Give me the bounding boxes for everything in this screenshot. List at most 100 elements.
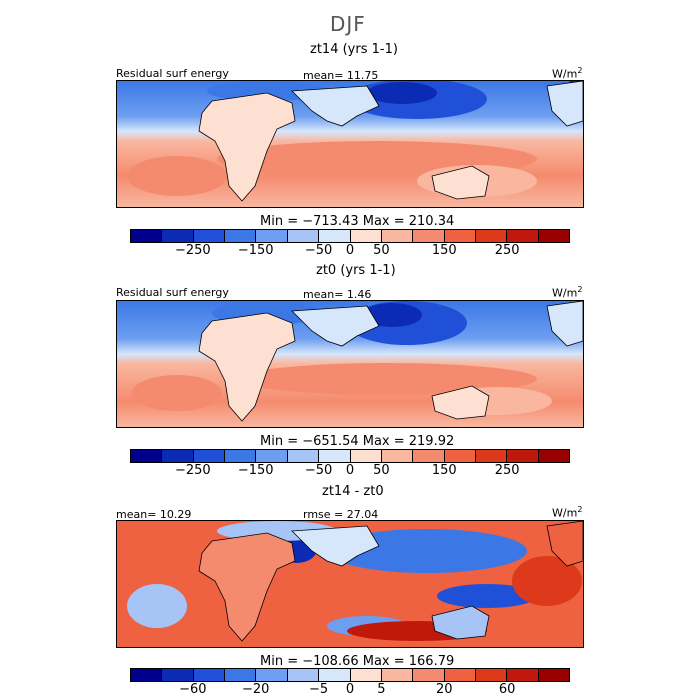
colorbar-swatch bbox=[413, 450, 445, 462]
figure-title: DJF bbox=[330, 12, 366, 36]
panel3-neg-tropical bbox=[437, 584, 537, 608]
colorbar-tick-label: −60 bbox=[179, 682, 207, 697]
panel3-neg-pacific bbox=[327, 529, 527, 573]
panel1-colorbar-ticks: −250 −150 −50 0 50 150 250 bbox=[130, 243, 570, 259]
colorbar-swatch bbox=[350, 450, 382, 462]
colorbar-swatch bbox=[162, 450, 194, 462]
panel2-pos-atl bbox=[132, 375, 222, 411]
colorbar-tick-label: 0 bbox=[345, 243, 355, 258]
colorbar-tick-label: −150 bbox=[237, 463, 274, 478]
colorbar-tick-label: 20 bbox=[436, 682, 453, 697]
panel2-pos-band bbox=[237, 363, 537, 395]
colorbar-swatch bbox=[444, 669, 476, 681]
panel3-map bbox=[116, 520, 584, 648]
panel2-minmax: Min = −651.54 Max = 219.92 bbox=[260, 434, 455, 449]
colorbar-tick-label: −50 bbox=[304, 463, 333, 478]
colorbar-swatch bbox=[538, 450, 570, 462]
colorbar-swatch bbox=[193, 230, 226, 242]
panel3-map-svg bbox=[117, 521, 583, 647]
colorbar-tick-label: 50 bbox=[373, 463, 390, 478]
colorbar-swatch bbox=[507, 230, 539, 242]
colorbar-swatch bbox=[507, 450, 539, 462]
colorbar-swatch bbox=[256, 669, 288, 681]
panel1-label: Residual surf energy bbox=[116, 67, 229, 80]
panel1-pos-atl bbox=[127, 156, 227, 196]
panel3-units: W/m2 bbox=[552, 505, 583, 520]
colorbar-tick-label: 0 bbox=[345, 682, 355, 697]
colorbar-swatch bbox=[162, 669, 194, 681]
colorbar-tick-label: 5 bbox=[377, 682, 386, 697]
colorbar-swatch bbox=[225, 669, 257, 681]
colorbar-swatch bbox=[131, 669, 163, 681]
panel1-title: zt14 (yrs 1-1) bbox=[310, 42, 398, 57]
panel1-map-svg bbox=[117, 81, 583, 207]
colorbar-tick-label: −150 bbox=[237, 243, 274, 258]
colorbar-swatch bbox=[475, 669, 508, 681]
panel3-pos-east bbox=[512, 556, 582, 606]
colorbar-swatch bbox=[193, 450, 226, 462]
panel3-title: zt14 - zt0 bbox=[322, 484, 384, 499]
panel3-australia bbox=[431, 605, 490, 640]
panel2-title: zt0 (yrs 1-1) bbox=[316, 263, 396, 278]
panel1-australia bbox=[431, 165, 490, 200]
panel2-america bbox=[546, 301, 583, 347]
panel2-colorbar bbox=[130, 449, 570, 463]
panel2-mean: mean= 1.46 bbox=[303, 288, 372, 301]
colorbar-swatch bbox=[131, 230, 163, 242]
colorbar-tick-label: −250 bbox=[174, 463, 211, 478]
panel1-mean: mean= 11.75 bbox=[303, 69, 379, 82]
panel3-colorbar bbox=[130, 668, 570, 682]
panel3-asia bbox=[291, 525, 380, 567]
panel1-neg-core bbox=[367, 82, 437, 104]
colorbar-swatch bbox=[413, 230, 445, 242]
colorbar-swatch bbox=[287, 450, 320, 462]
colorbar-swatch bbox=[256, 450, 288, 462]
colorbar-swatch bbox=[381, 450, 414, 462]
panel1-minmax: Min = −713.43 Max = 210.34 bbox=[260, 214, 455, 229]
colorbar-tick-label: 250 bbox=[494, 463, 520, 478]
colorbar-swatch bbox=[131, 450, 163, 462]
colorbar-swatch bbox=[319, 450, 351, 462]
panel2-australia bbox=[431, 385, 490, 420]
panel2-africa bbox=[198, 312, 296, 422]
panel3-america bbox=[546, 521, 583, 567]
panel3-minmax: Min = −108.66 Max = 166.79 bbox=[260, 654, 455, 669]
panel3-neg-west bbox=[127, 584, 187, 628]
colorbar-swatch bbox=[413, 669, 445, 681]
colorbar-tick-label: 150 bbox=[431, 243, 457, 258]
colorbar-swatch bbox=[444, 230, 476, 242]
colorbar-swatch bbox=[538, 669, 570, 681]
colorbar-swatch bbox=[381, 669, 414, 681]
colorbar-swatch bbox=[475, 450, 508, 462]
colorbar-tick-label: 50 bbox=[373, 243, 390, 258]
colorbar-swatch bbox=[225, 230, 257, 242]
panel3-rmse: rmse = 27.04 bbox=[303, 508, 379, 521]
colorbar-swatch bbox=[287, 669, 320, 681]
panel2-neg-core bbox=[362, 303, 422, 327]
colorbar-tick-label: −50 bbox=[304, 243, 333, 258]
colorbar-tick-label: 0 bbox=[345, 463, 355, 478]
colorbar-swatch bbox=[538, 230, 570, 242]
panel1-colorbar bbox=[130, 229, 570, 243]
colorbar-swatch bbox=[193, 669, 226, 681]
panel1-africa bbox=[198, 92, 296, 202]
panel3-africa bbox=[198, 532, 296, 642]
panel2-map bbox=[116, 300, 584, 428]
colorbar-tick-label: −250 bbox=[174, 243, 211, 258]
colorbar-tick-label: 150 bbox=[431, 463, 457, 478]
colorbar-tick-label: −20 bbox=[241, 682, 270, 697]
colorbar-swatch bbox=[350, 669, 382, 681]
colorbar-swatch bbox=[162, 230, 194, 242]
panel1-asia bbox=[291, 85, 380, 127]
panel2-colorbar-ticks: −250 −150 −50 0 50 150 250 bbox=[130, 463, 570, 479]
colorbar-swatch bbox=[350, 230, 382, 242]
panel2-asia bbox=[291, 305, 380, 347]
panel1-map bbox=[116, 80, 584, 208]
colorbar-swatch bbox=[256, 230, 288, 242]
colorbar-swatch bbox=[475, 230, 508, 242]
panel2-units: W/m2 bbox=[552, 285, 583, 300]
colorbar-swatch bbox=[225, 450, 257, 462]
colorbar-tick-label: −5 bbox=[308, 682, 329, 697]
colorbar-tick-label: 250 bbox=[494, 243, 520, 258]
panel1-america bbox=[546, 81, 583, 127]
